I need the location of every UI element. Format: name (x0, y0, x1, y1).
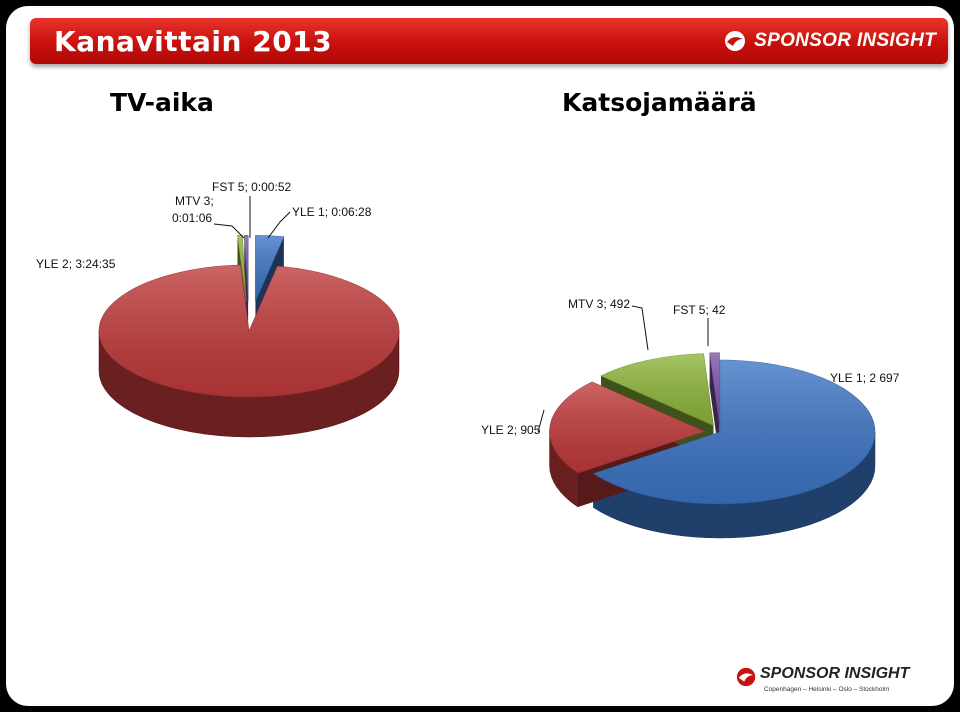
pie-slice-wall-fst-5 (244, 235, 249, 342)
pie-slice-shine-yle-2 (98, 265, 399, 397)
leader-tv-mtv3 (213, 223, 245, 239)
footer-logo-icon (736, 667, 756, 687)
label-viewers-mtv3: MTV 3; 492 (568, 297, 630, 311)
pie-slice-shine-mtv-3 (601, 353, 714, 426)
header-brand-logo: SPONSOR INSIGHT (724, 28, 936, 54)
pie-slice-shine-yle-1 (593, 360, 875, 504)
leader-viewers-yle2 (537, 409, 545, 433)
page-title: Kanavittain 2013 (54, 25, 333, 58)
label-viewers-yle2: YLE 2; 905 (481, 423, 541, 437)
header-bar: Kanavittain 2013 SPONSOR INSIGHT (30, 18, 948, 64)
label-tv-fst5: FST 5; 0:00:52 (212, 180, 291, 194)
label-tv-mtv3-line2: 0:01:06 (172, 211, 212, 225)
label-viewers-yle1: YLE 1; 2 697 (830, 371, 900, 385)
label-tv-yle2: YLE 2; 3:24:35 (36, 257, 116, 271)
footer-logo: SPONSOR INSIGHT Copenhagen – Helsinki – … (736, 662, 936, 702)
pie-slice-shine-fst-5 (244, 235, 249, 302)
footer-cities: Copenhagen – Helsinki – Oslo – Stockholm (764, 686, 890, 693)
footer-brand-text: SPONSOR INSIGHT (760, 665, 910, 682)
pie-slice-wall-fst-5 (709, 352, 720, 459)
label-tv-mtv3-line1: MTV 3; (175, 194, 214, 208)
header-brand-text: SPONSOR INSIGHT (754, 30, 936, 51)
pie-chart-katsojamaara (549, 352, 876, 539)
label-tv-yle1: YLE 1; 0:06:28 (292, 205, 372, 219)
pie-slice-shine-yle-2 (549, 381, 705, 474)
chart-title-tv-aika: TV-aika (110, 88, 214, 117)
chart-title-katsojamaara: Katsojamäärä (562, 88, 757, 117)
pie-slice-shine-yle-1 (255, 235, 284, 302)
leader-tv-yle1 (267, 211, 291, 239)
pie-slice-shine-mtv-3 (237, 235, 247, 302)
sponsor-insight-logo-icon (725, 31, 746, 51)
pie-chart-tv-aika (98, 235, 400, 438)
leader-viewers-mtv3 (631, 305, 649, 351)
label-viewers-fst5: FST 5; 42 (673, 303, 726, 317)
pie-labels: YLE 1; 0:06:28 YLE 2; 3:24:35 FST 5; 0:00:… (36, 180, 900, 437)
pie-slice-shine-fst-5 (709, 352, 720, 425)
